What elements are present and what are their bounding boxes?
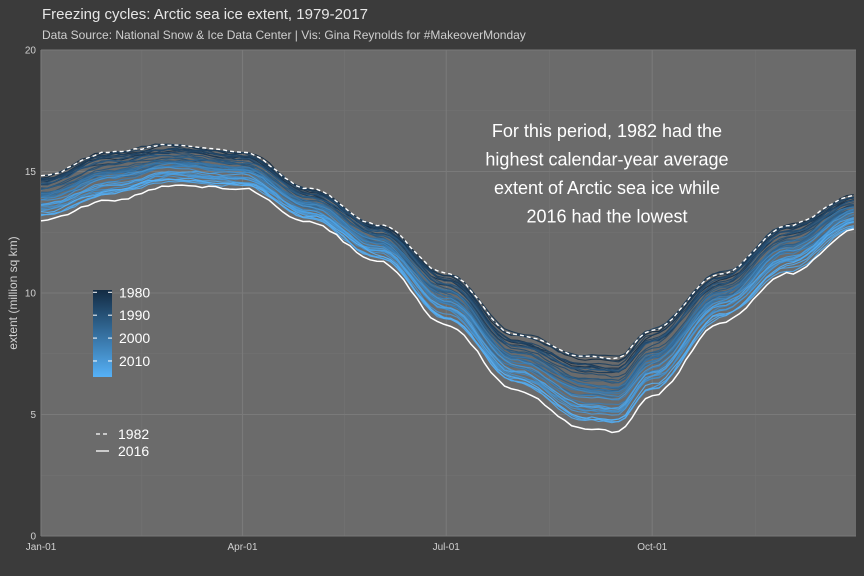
color-scale-bar: [93, 290, 112, 377]
year-series-line: [40, 162, 854, 398]
highlight-legend-label: 1982: [118, 426, 149, 442]
chart-subtitle: Data Source: National Snow & Ice Data Ce…: [42, 28, 526, 42]
x-tick-label: Oct-01: [637, 542, 667, 553]
y-tick-label: 20: [25, 46, 37, 57]
year-series-line: [40, 162, 854, 393]
y-tick-label: 0: [30, 532, 36, 543]
color-scale-label: 2010: [119, 353, 150, 369]
y-tick-label: 10: [25, 289, 37, 300]
year-series-line: [40, 154, 854, 372]
x-tick-label: Jul-01: [433, 542, 461, 553]
year-series-line: [40, 148, 854, 371]
axis-layer: 0 5 10 15 20 Jan-01 Apr-01 Jul-01 Oct-01: [25, 46, 668, 554]
year-series-line: [40, 144, 854, 363]
y-axis-label: extent (million sq km): [6, 236, 20, 349]
year-series-line: [40, 164, 854, 394]
year-series-line: [40, 177, 854, 424]
color-scale-label: 1980: [119, 284, 150, 300]
series-line-2016: [40, 184, 854, 434]
color-scale-label: 1990: [119, 307, 150, 323]
y-tick-label: 5: [30, 410, 36, 421]
year-series-line: [40, 157, 854, 378]
annotation-line: highest calendar-year average: [485, 150, 728, 170]
color-scale-label: 2000: [119, 330, 150, 346]
series-line-1982: [40, 143, 854, 360]
year-series-line: [40, 175, 854, 412]
year-series-line: [40, 170, 854, 410]
annotation: For this period, 1982 had the highest cal…: [485, 121, 728, 227]
year-series-line: [40, 179, 854, 421]
highlight-legend-label: 2016: [118, 443, 149, 459]
chart-title: Freezing cycles: Arctic sea ice extent, …: [42, 6, 368, 23]
x-tick-label: Jan-01: [26, 542, 57, 553]
highlight-layer: [40, 143, 854, 434]
series-layer: [40, 143, 855, 424]
annotation-line: 2016 had the lowest: [526, 207, 687, 227]
year-series-line: [40, 147, 854, 372]
y-tick-label: 15: [25, 167, 37, 178]
year-series-line: [40, 163, 854, 395]
year-series-line: [40, 148, 854, 366]
annotation-line: For this period, 1982 had the: [492, 121, 722, 141]
year-series-line: [40, 159, 854, 384]
annotation-line: extent of Arctic sea ice while: [494, 178, 720, 198]
year-series-line: [40, 173, 855, 416]
year-series-line: [40, 166, 854, 400]
x-tick-label: Apr-01: [228, 542, 258, 553]
